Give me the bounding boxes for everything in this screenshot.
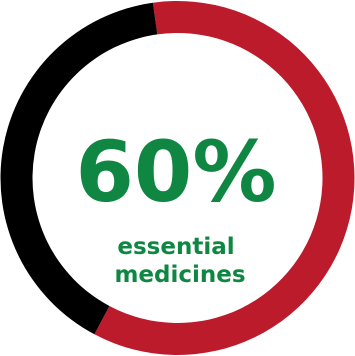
center-label-line-2: medicines [114, 262, 245, 288]
donut-slice-highlight [94, 1, 355, 356]
donut-slice-remainder [0, 2, 158, 335]
center-label-line-1: essential [117, 234, 234, 260]
center-percentage-value: 60% [75, 123, 276, 221]
